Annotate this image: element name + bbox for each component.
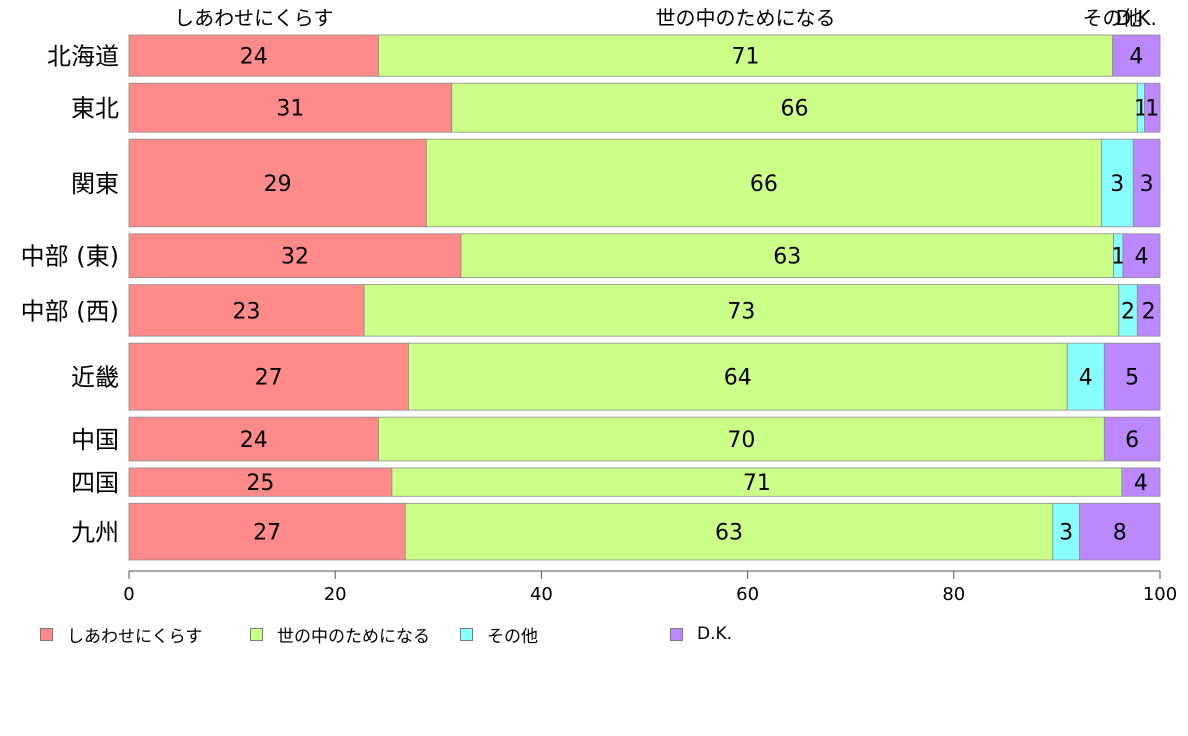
data-label: 29: [264, 172, 292, 197]
bar-segment: [1100, 138, 1134, 228]
bar-segment: [1122, 233, 1161, 279]
x-tick-label: 80: [942, 584, 965, 605]
bar-segment: [128, 342, 409, 411]
bar-segment: [1052, 502, 1080, 561]
bar-segment: [128, 138, 427, 228]
bar-segment: [1121, 467, 1161, 497]
legend-swatch: [460, 627, 473, 641]
data-label: 71: [732, 45, 760, 70]
data-label: 4: [1134, 245, 1148, 270]
data-label: 4: [1079, 366, 1093, 391]
legend-swatch: [670, 627, 683, 641]
data-label: 70: [727, 428, 755, 453]
series-top-label: D.K.: [1116, 6, 1157, 30]
bar-segment: [128, 502, 406, 561]
bar-segment: [451, 82, 1138, 133]
category-label: 近畿: [71, 364, 119, 392]
legend-label: 世の中のためになる: [277, 626, 430, 647]
bar-segment: [404, 502, 1054, 561]
category-label: 中部 (西): [21, 297, 119, 325]
legend: しあわせにくらす 世の中のためになる その他 D.K.: [0, 622, 1188, 647]
legend-label: その他: [487, 626, 538, 647]
bar-segment: [1112, 34, 1161, 77]
data-label: 4: [1134, 471, 1148, 496]
x-axis: 0 20 40 60 80 100: [123, 570, 1177, 605]
data-label: 66: [750, 172, 778, 197]
category-label: 中国: [71, 426, 119, 454]
legend-label: D.K.: [697, 624, 733, 644]
data-label: 3: [1059, 521, 1073, 546]
data-label: 63: [715, 521, 743, 546]
bar-segment: [460, 233, 1115, 279]
data-label: 27: [255, 366, 283, 391]
data-label: 24: [240, 428, 268, 453]
data-label: 2: [1121, 299, 1135, 324]
legend-label: しあわせにくらす: [67, 626, 203, 647]
data-label: 71: [743, 471, 771, 496]
bar-segment: [1136, 284, 1161, 337]
category-label: 四国: [71, 469, 119, 497]
x-tick-label: 0: [123, 584, 134, 605]
bar-segment: [128, 82, 453, 133]
bar-segment: [425, 138, 1102, 228]
category-label: 関東: [71, 170, 119, 198]
data-label: 32: [281, 245, 309, 270]
bar-segment: [1079, 502, 1161, 561]
category-label: 九州: [71, 519, 119, 547]
bar-segment: [391, 467, 1123, 497]
data-label: 4: [1129, 45, 1143, 70]
data-label: 8: [1113, 521, 1127, 546]
data-label: 66: [781, 97, 809, 122]
legend-item-sonota: その他: [460, 622, 538, 647]
bar-segment: [378, 416, 1105, 462]
bar-segment: [128, 233, 462, 279]
data-label: 24: [240, 45, 268, 70]
bar-segment: [128, 467, 393, 497]
series-top-label: その他: [1083, 6, 1143, 30]
bar-segment: [128, 34, 379, 77]
series-top-label: 世の中のためになる: [656, 6, 836, 30]
bar-segment: [1103, 342, 1161, 411]
category-label: 中部 (東): [21, 243, 119, 271]
data-label: 2: [1142, 299, 1156, 324]
data-label: 3: [1140, 172, 1154, 197]
legend-item-dk: D.K.: [670, 622, 732, 646]
data-label: 6: [1125, 428, 1139, 453]
data-label: 63: [773, 245, 801, 270]
data-label: 27: [253, 521, 281, 546]
data-label: 73: [727, 299, 755, 324]
data-label: 5: [1125, 366, 1139, 391]
data-label: 1: [1111, 245, 1125, 270]
legend-swatch: [250, 627, 263, 641]
x-tick-label: 60: [736, 584, 759, 605]
data-label: 31: [276, 97, 304, 122]
category-label: 北海道: [47, 43, 119, 71]
data-label: 23: [233, 299, 261, 324]
bar-segment: [363, 284, 1120, 337]
bar-segment: [1144, 82, 1161, 133]
data-label: 1: [1145, 97, 1159, 122]
data-label: 3: [1110, 172, 1124, 197]
bar-segment: [1066, 342, 1105, 411]
x-tick-label: 100: [1143, 584, 1177, 605]
series-top-label: しあわせにくらす: [174, 6, 333, 30]
data-label: 64: [724, 366, 752, 391]
bar-segment: [1103, 416, 1161, 462]
x-tick-label: 20: [324, 584, 347, 605]
data-label: 25: [246, 471, 274, 496]
legend-item-shiawase: しあわせにくらす: [40, 622, 203, 647]
x-tick-label: 40: [530, 584, 553, 605]
legend-item-yononaka: 世の中のためになる: [250, 622, 430, 647]
bar-segment: [128, 416, 379, 462]
bar-segment: [1132, 138, 1161, 228]
category-label: 東北: [71, 95, 119, 123]
legend-swatch: [40, 627, 53, 641]
